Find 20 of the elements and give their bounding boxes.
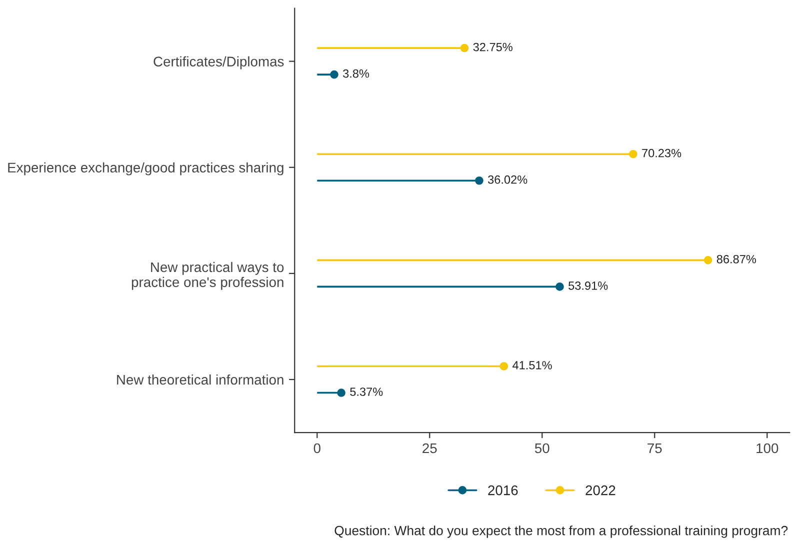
data-label: 86.87% [716,254,756,264]
data-label: 41.51% [512,361,552,370]
y-tick-label: Experience exchange/good practices sharing [8,162,284,176]
data-label: 32.75% [473,42,512,52]
data-label: 53.91% [568,282,608,290]
x-tick-label: 100 [756,443,778,454]
data-label: 3.8% [343,69,370,78]
x-tick-label: 75 [648,443,662,454]
data-label: 70.23% [642,148,682,158]
data-label: 5.37% [350,388,383,396]
y-tick-label: New theoretical information [117,374,284,385]
x-tick-label: 25 [422,443,437,454]
legend-label: 2016 [488,485,518,496]
x-tick-label: 50 [534,443,550,454]
x-tick-label: 0 [314,443,320,454]
y-tick-label: New practical ways to practice one's profession [132,262,284,290]
data-label: 36.02% [488,175,528,184]
y-tick-label: Certificates/Diplomas [154,56,284,70]
legend-label: 2022 [586,485,616,496]
text: Question: What do you expect the most from a professional training program? [334,526,788,538]
